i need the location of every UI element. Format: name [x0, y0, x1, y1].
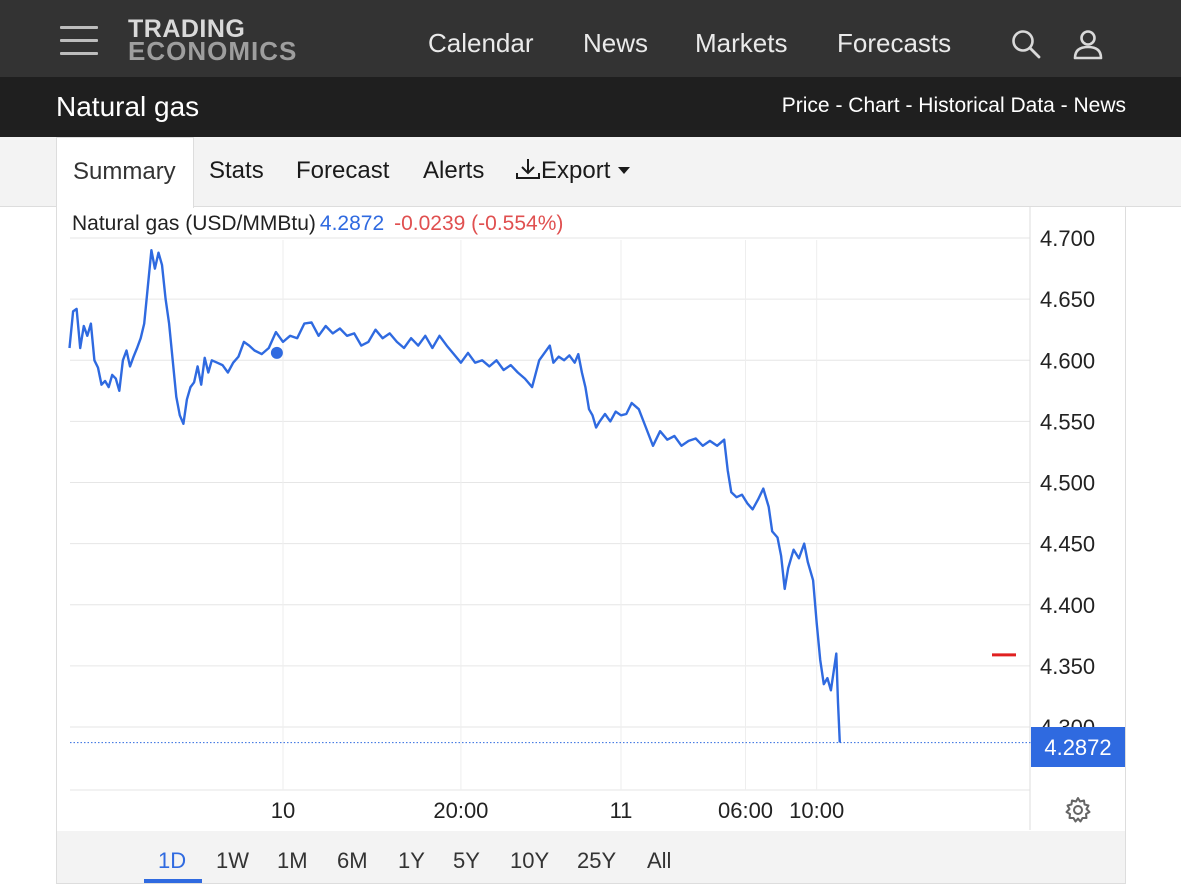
range-1y[interactable]: 1Y: [398, 848, 425, 873]
x-tick-label: 11: [610, 798, 633, 823]
y-tick-label: 4.350: [1040, 654, 1095, 679]
y-tick-label: 4.700: [1040, 226, 1095, 251]
nav-calendar[interactable]: Calendar: [428, 28, 534, 58]
x-tick-label: 20:00: [433, 798, 488, 823]
range-1d[interactable]: 1D: [158, 848, 187, 873]
y-tick-label: 4.600: [1040, 348, 1095, 373]
y-tick-label: 4.650: [1040, 287, 1095, 312]
legend-price: 4.2872: [319, 212, 385, 235]
x-tick-label: 10: [271, 798, 295, 823]
chart-container: [56, 207, 1126, 884]
x-axis: 10 20:00 11 06:00 10:00: [271, 798, 844, 823]
nav-markets[interactable]: Markets: [695, 28, 788, 58]
chart-grid: [70, 207, 1031, 830]
range-selector: 1D 1W 1M 6M 1Y 5Y 10Y 25Y All: [57, 831, 1125, 883]
range-1m[interactable]: 1M: [277, 848, 308, 873]
tab-forecast[interactable]: Forecast: [296, 157, 390, 184]
menu-icon[interactable]: [60, 26, 98, 56]
logo-line2: ECONOMICS: [128, 36, 298, 66]
active-range-indicator: [144, 879, 202, 883]
title-bar: Natural gas Price - Chart - Historical D…: [0, 77, 1181, 137]
tab-summary[interactable]: Summary: [56, 137, 194, 208]
page-title: Natural gas: [56, 91, 200, 122]
y-tick-label: 4.450: [1040, 532, 1095, 557]
x-tick-label: 06:00: [718, 798, 773, 823]
chart-series: [68, 249, 841, 743]
legend-change: -0.0239 (-0.554%): [394, 212, 564, 235]
tab-bar: Summary Stats Forecast Alerts Export: [0, 137, 1181, 208]
download-icon: [516, 159, 540, 179]
price-line: [68, 249, 841, 743]
x-tick-label: 10:00: [789, 798, 844, 823]
legend-series-name: Natural gas (USD/MMBtu): [72, 212, 316, 235]
chart-legend: Natural gas (USD/MMBtu) 4.2872 -0.0239 (-0…: [72, 212, 563, 236]
breadcrumb[interactable]: Price - Chart - Historical Data - News: [781, 94, 1126, 117]
price-marker-dot: [270, 346, 283, 359]
range-1w[interactable]: 1W: [216, 848, 249, 873]
gear-icon[interactable]: [1064, 796, 1092, 824]
y-axis: 4.700 4.650 4.600 4.550 4.500 4.450 4.400 4.350…: [1040, 226, 1095, 740]
user-icon[interactable]: [1072, 28, 1104, 60]
y-tick-label: 4.550: [1040, 409, 1095, 434]
y-tick-label: 4.400: [1040, 593, 1095, 618]
nav-forecasts[interactable]: Forecasts: [837, 28, 952, 58]
tab-stats[interactable]: Stats: [209, 157, 264, 184]
y-tick-label: 4.500: [1040, 471, 1095, 496]
site-logo[interactable]: TRADING ECONOMICS: [128, 15, 298, 66]
search-icon[interactable]: [1010, 28, 1042, 60]
range-10y[interactable]: 10Y: [510, 848, 550, 873]
last-price-label: 4.2872: [1044, 735, 1111, 760]
chart-overlay: 4.2872: [70, 653, 1125, 767]
caret-down-icon: [618, 167, 631, 174]
top-navbar: TRADING ECONOMICS Calendar News Markets …: [0, 0, 1181, 77]
last-price-badge: [1031, 727, 1125, 767]
export-button[interactable]: Export: [515, 157, 631, 185]
logo-line1: TRADING: [128, 15, 246, 43]
range-5y[interactable]: 5Y: [453, 848, 480, 873]
export-label: Export: [541, 157, 611, 184]
range-6m[interactable]: 6M: [337, 848, 368, 873]
range-25y[interactable]: 25Y: [577, 848, 617, 873]
tab-alerts[interactable]: Alerts: [423, 157, 485, 184]
range-all[interactable]: All: [647, 848, 672, 873]
nav-news[interactable]: News: [583, 28, 649, 58]
